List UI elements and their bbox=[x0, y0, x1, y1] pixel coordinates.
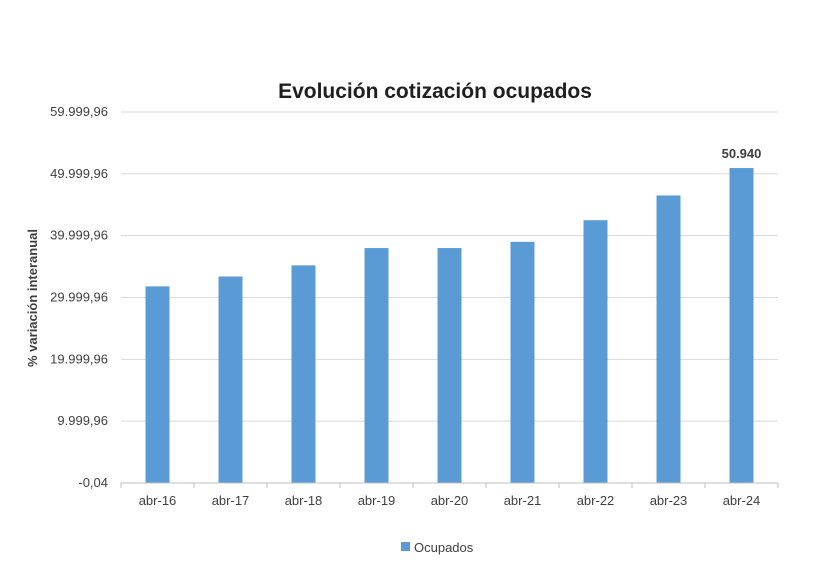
legend-label: Ocupados bbox=[414, 540, 474, 555]
legend: Ocupados bbox=[401, 540, 474, 555]
bar bbox=[729, 168, 754, 483]
x-tick-label: abr-17 bbox=[212, 493, 250, 508]
bar bbox=[510, 241, 535, 483]
x-tick-label: abr-16 bbox=[139, 493, 177, 508]
y-tick-label: 29.999,96 bbox=[50, 290, 108, 305]
x-tick-label: abr-19 bbox=[358, 493, 396, 508]
y-tick-label: -0,04 bbox=[78, 475, 108, 490]
bar bbox=[656, 195, 681, 484]
x-tick-label: abr-18 bbox=[285, 493, 323, 508]
y-tick-label: 39.999,96 bbox=[50, 228, 108, 243]
bars bbox=[145, 168, 754, 484]
bar bbox=[218, 276, 243, 483]
chart-title: Evolución cotización ocupados bbox=[278, 80, 592, 103]
x-tick-label: abr-22 bbox=[577, 493, 615, 508]
bar bbox=[291, 265, 316, 483]
y-tick-label: 49.999,96 bbox=[50, 166, 108, 181]
bar bbox=[145, 286, 170, 483]
legend-swatch bbox=[401, 542, 410, 551]
y-tick-label: 19.999,96 bbox=[50, 351, 108, 366]
x-tick-label: abr-24 bbox=[723, 493, 761, 508]
bar bbox=[437, 248, 462, 483]
y-axis-label: % variación interanual bbox=[25, 229, 40, 367]
data-labels: 50.940 bbox=[722, 146, 762, 161]
bar bbox=[583, 220, 608, 484]
y-tick-label: 59.999,96 bbox=[50, 104, 108, 119]
y-axis-ticks: -0,04 9.999,96 19.999,96 29.999,96 39.999,96… bbox=[50, 104, 108, 490]
bar bbox=[364, 248, 389, 483]
x-tick-label: abr-23 bbox=[650, 493, 688, 508]
y-tick-label: 9.999,96 bbox=[57, 413, 108, 428]
data-label: 50.940 bbox=[722, 146, 762, 161]
x-tick-label: abr-20 bbox=[431, 493, 469, 508]
x-tick-label: abr-21 bbox=[504, 493, 542, 508]
x-axis-ticks: abr-16 abr-17 abr-18 abr-19 abr-20 abr-21 abr-… bbox=[120, 483, 779, 508]
